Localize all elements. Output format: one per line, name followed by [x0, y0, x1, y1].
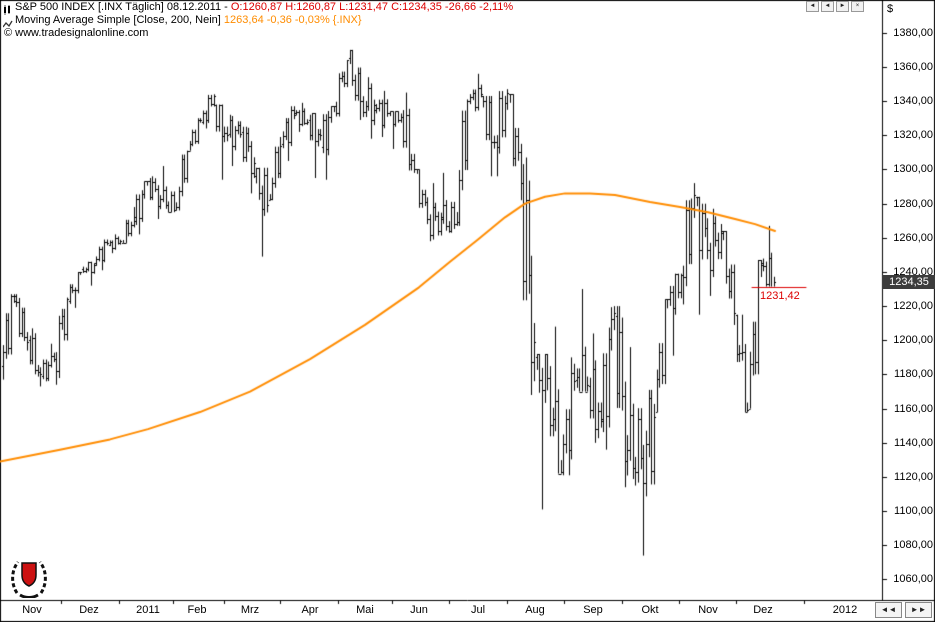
y-axis-label: 1200,00	[893, 334, 933, 347]
scroll-back-button[interactable]: ◄	[806, 1, 819, 12]
x-axis-label: Feb	[187, 604, 207, 616]
axis-currency-label: $	[887, 3, 894, 15]
y-axis-label: 1300,00	[893, 163, 933, 176]
x-axis-label: Aug	[525, 604, 545, 616]
close-window-button[interactable]: ×	[851, 1, 864, 12]
y-axis-label: 1260,00	[893, 231, 933, 244]
y-axis-label: 1240,00	[893, 265, 933, 278]
y-axis-label: 1080,00	[893, 539, 933, 552]
x-axis-label: Mai	[356, 604, 374, 616]
scroll-forward-button[interactable]: ►	[836, 1, 849, 12]
x-axis[interactable]: Nov Dez 2011 Feb Mrz Apr Mai Jun Jul Aug Sep Okt Nov…	[0, 603, 935, 620]
x-axis-label: Jul	[470, 604, 486, 616]
scroll-chart-right-button[interactable]: ►►	[905, 602, 932, 618]
last-price-marker: 1234,35	[883, 275, 935, 289]
y-axis-label: 1160,00	[894, 402, 933, 415]
scroll-back-fast-button[interactable]: ◄	[821, 1, 834, 12]
copyright-notice: © www.tradesignalonline.com	[4, 27, 149, 39]
ohlc-values: O:1260,87 H:1260,87 L:1231,47 C:1234,35 …	[230, 1, 514, 13]
candlestick-icon	[3, 2, 12, 20]
price-annotation: 1231,42	[760, 289, 800, 302]
y-axis-label: 1280,00	[893, 197, 933, 210]
x-axis-label: Mrz	[240, 604, 260, 616]
y-axis-label: 1320,00	[893, 129, 933, 142]
y-axis-label: 1100,00	[894, 505, 933, 518]
x-axis-label: Jun	[410, 604, 428, 616]
title-line: S&P 500 INDEX [.INX Täglich] 08.12.2011 …	[15, 1, 513, 13]
y-axis-label: 1060,00	[893, 573, 933, 586]
x-axis-label: Okt	[641, 604, 659, 616]
y-axis-label: 1220,00	[893, 300, 933, 313]
y-axis-label: 1180,00	[894, 368, 933, 381]
y-axis-label: 1380,00	[893, 26, 933, 39]
scroll-chart-left-button[interactable]: ◄◄	[875, 602, 902, 618]
x-axis-label: 2011	[136, 604, 160, 616]
x-axis-label: Apr	[301, 604, 319, 616]
y-axis-label: 1140,00	[894, 436, 933, 449]
x-axis-label: 2012	[832, 604, 858, 616]
chart-scrollbar: ◄◄ ►►	[875, 602, 932, 618]
x-axis-label: Nov	[22, 604, 42, 616]
indicator-line-icon	[2, 16, 13, 34]
y-axis-label: 1360,00	[893, 60, 933, 73]
indicator-name: Moving Average Simple [Close, 200, Nein]	[15, 14, 221, 26]
y-axis-label: 1120,00	[894, 470, 933, 483]
x-axis-label: Nov	[698, 604, 718, 616]
y-axis[interactable]: 1380,00 1360,00 1340,00 1320,00 1300,00 1280,…	[883, 0, 935, 600]
y-axis-label: 1340,00	[893, 95, 933, 108]
tradesignal-logo	[8, 551, 50, 603]
x-axis-label: Dez	[79, 604, 99, 616]
window-controls: ◄ ◄ ► ×	[806, 1, 864, 12]
x-axis-label: Sep	[583, 604, 603, 616]
x-axis-label: Dez	[753, 604, 773, 616]
indicator-legend: Moving Average Simple [Close, 200, Nein]…	[15, 14, 362, 26]
instrument-title: S&P 500 INDEX [.INX Täglich] 08.12.2011 …	[15, 1, 228, 13]
indicator-values: 1263,64 -0,36 -0,03% {.INX}	[223, 14, 362, 26]
